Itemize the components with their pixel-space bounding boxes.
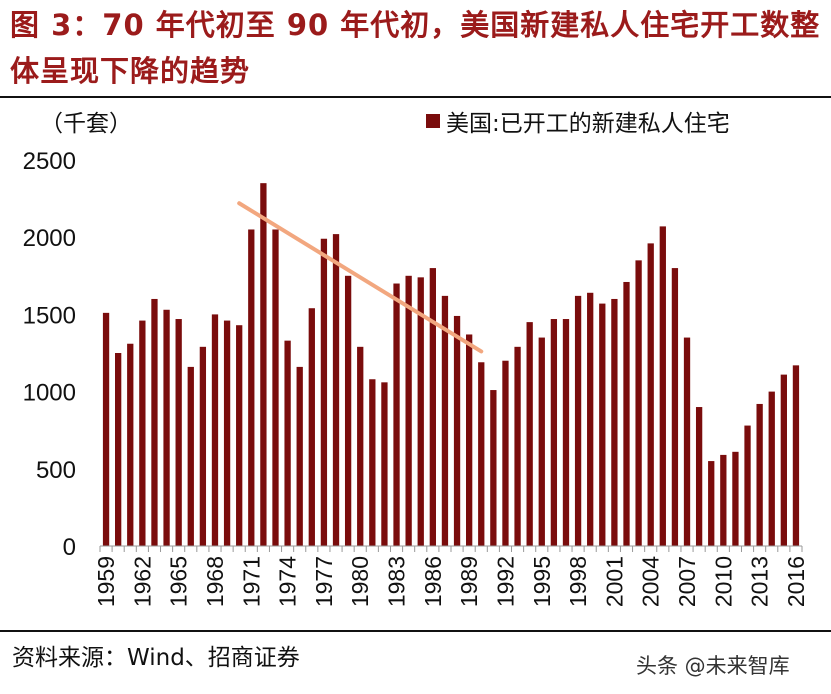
bar-1959 <box>102 312 110 546</box>
x-tick-label: 2001 <box>601 556 627 607</box>
x-tick-label: 2007 <box>674 556 700 607</box>
legend-label: 美国:已开工的新建私人住宅 <box>446 111 730 137</box>
y-tick-label: 0 <box>63 534 76 561</box>
bar-1972 <box>260 183 267 546</box>
bar-1963 <box>151 298 158 546</box>
bar-2006 <box>671 268 679 546</box>
bar-1962 <box>139 320 146 546</box>
bar-1982 <box>381 382 388 546</box>
bar-2001 <box>611 298 618 546</box>
bar-1999 <box>587 292 594 546</box>
bar-2003 <box>635 260 642 546</box>
x-axis-ticks: 1959 1962 1965 1968 1971 1974 1977 1980 1983 1986… <box>93 546 809 607</box>
y-tick-label: 500 <box>36 457 76 484</box>
bar-2015 <box>780 374 787 546</box>
bar-2000 <box>599 303 606 546</box>
bars <box>102 183 800 547</box>
bar-1965 <box>175 319 182 546</box>
x-tick-label: 1977 <box>311 556 337 607</box>
x-tick-label: 1974 <box>275 556 301 607</box>
bar-1989 <box>466 334 473 546</box>
bar-1967 <box>199 346 207 546</box>
bar-1968 <box>211 314 219 546</box>
bar-1993 <box>514 346 521 546</box>
x-tick-label: 1980 <box>347 556 373 607</box>
bar-1979 <box>344 275 352 546</box>
bar-1978 <box>332 234 340 546</box>
x-tick-label: 1983 <box>384 556 410 607</box>
bar-1998 <box>574 295 582 546</box>
bar-1976 <box>308 308 315 546</box>
bar-1992 <box>502 360 509 546</box>
bar-1995 <box>538 337 545 546</box>
x-tick-label: 2013 <box>747 556 773 607</box>
bar-1991 <box>490 390 497 546</box>
bar-1971 <box>248 229 255 547</box>
bar-1969 <box>223 320 231 546</box>
bar-2013 <box>756 403 763 546</box>
x-tick-label: 1992 <box>492 556 518 607</box>
x-tick-label: 1965 <box>166 556 192 607</box>
bar-2004 <box>647 243 654 546</box>
bar-1997 <box>562 319 570 546</box>
bar-1961 <box>127 343 134 546</box>
x-tick-label: 2010 <box>710 556 736 607</box>
bar-1980 <box>357 346 364 546</box>
bar-1987 <box>441 295 449 546</box>
x-tick-label: 1989 <box>456 556 482 607</box>
bar-2008 <box>695 407 703 546</box>
bar-1983 <box>393 283 400 546</box>
bar-2009 <box>708 461 715 546</box>
bar-1994 <box>526 322 533 546</box>
bar-1977 <box>320 238 328 546</box>
y-tick-label: 1500 <box>23 302 76 329</box>
bar-1986 <box>429 268 436 546</box>
bar-1996 <box>550 319 558 546</box>
bottom-rule <box>0 630 831 632</box>
x-tick-label: 1959 <box>93 556 119 607</box>
bar-2011 <box>732 451 739 546</box>
bar-2012 <box>744 425 751 546</box>
y-tick-label: 1000 <box>23 380 76 407</box>
bar-1964 <box>163 309 170 546</box>
figure-title: 图 3：70 年代初至 90 年代初，美国新建私人住宅开工数整体呈现下降的趋势 <box>10 8 821 88</box>
bar-1985 <box>417 277 424 546</box>
y-tick-label: 2000 <box>23 225 76 252</box>
bar-1970 <box>236 325 243 546</box>
x-tick-label: 1962 <box>129 556 155 607</box>
bar-1984 <box>405 275 412 546</box>
y-axis-ticks: 0 500 1000 1500 2000 2500 <box>23 148 76 561</box>
x-tick-label: 2016 <box>783 556 809 607</box>
bar-1974 <box>284 340 291 546</box>
x-tick-label: 2004 <box>638 556 664 607</box>
bar-2002 <box>623 281 630 546</box>
x-tick-label: 1971 <box>238 556 264 607</box>
bar-1975 <box>296 366 303 546</box>
bar-2016 <box>792 365 800 546</box>
y-tick-label: 2500 <box>23 148 76 175</box>
legend: 美国:已开工的新建私人住宅 <box>426 104 730 138</box>
watermark: 头条 @未来智库 <box>636 654 790 678</box>
top-rule <box>0 96 831 98</box>
bar-1973 <box>272 229 279 547</box>
bar-1988 <box>453 315 461 546</box>
bar-2010 <box>720 454 727 546</box>
bar-2014 <box>768 391 775 546</box>
x-tick-label: 1968 <box>202 556 228 607</box>
x-tick-label: 1986 <box>420 556 446 607</box>
x-tick-label: 1995 <box>529 556 555 607</box>
y-axis-unit-label: （千套） <box>40 111 132 137</box>
legend-swatch <box>426 114 440 128</box>
bar-1960 <box>115 353 122 546</box>
bar-1981 <box>369 379 376 546</box>
bar-1966 <box>187 366 194 546</box>
bar-2007 <box>683 337 691 546</box>
source-note: 资料来源：Wind、招商证券 <box>12 645 300 671</box>
bar-1990 <box>478 362 485 546</box>
trend-line <box>237 201 484 354</box>
bar-2005 <box>659 226 666 546</box>
x-tick-label: 1998 <box>565 556 591 607</box>
